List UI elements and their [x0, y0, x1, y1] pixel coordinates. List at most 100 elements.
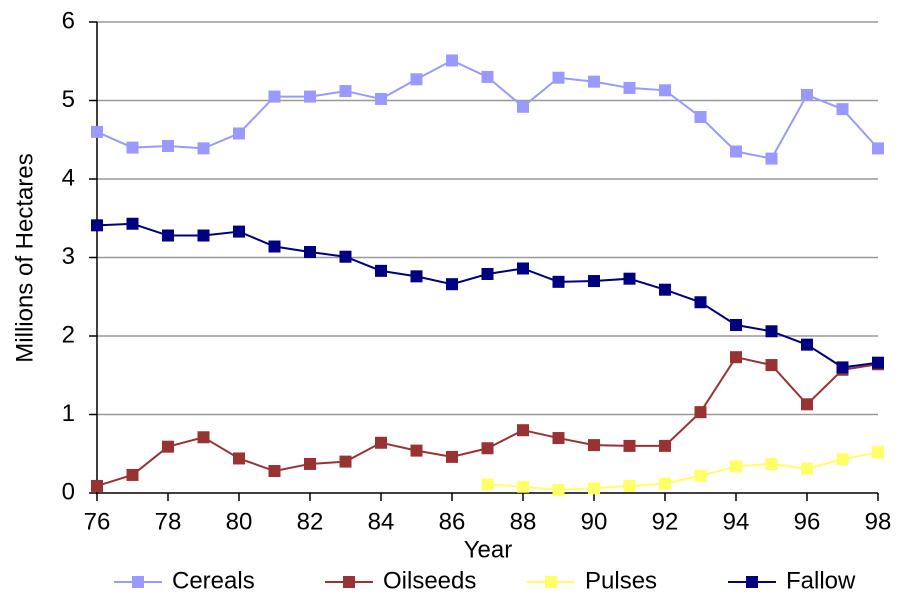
x-tick-label: 88: [510, 508, 537, 535]
data-point: [481, 478, 494, 491]
data-point: [801, 462, 813, 475]
data-point: [659, 477, 671, 490]
y-tick-label: 4: [62, 164, 75, 191]
legend-label: Oilseeds: [383, 567, 476, 594]
data-point: [197, 229, 210, 242]
data-point: [481, 442, 494, 455]
y-tick-label: 5: [62, 86, 75, 113]
data-point: [481, 70, 494, 83]
x-tick-label: 90: [581, 508, 608, 535]
data-point: [268, 240, 281, 253]
data-point: [872, 356, 884, 369]
data-point: [623, 272, 636, 285]
x-tick-label: 92: [652, 508, 679, 535]
legend-marker: [343, 576, 355, 588]
data-point: [517, 424, 529, 437]
y-tick-label: 2: [62, 321, 75, 348]
data-point: [765, 359, 778, 372]
data-point: [765, 457, 778, 470]
legend-marker: [132, 576, 144, 588]
data-point: [765, 325, 778, 338]
data-point: [836, 103, 849, 116]
data-point: [375, 436, 387, 449]
data-point: [836, 361, 849, 374]
data-point: [623, 479, 636, 492]
x-axis-title: Year: [464, 536, 513, 563]
data-point: [446, 450, 458, 463]
data-point: [339, 85, 352, 98]
y-tick-label: 0: [62, 478, 75, 505]
data-point: [410, 73, 423, 86]
data-point: [623, 81, 636, 94]
x-tick-label: 96: [794, 508, 821, 535]
x-tick-label: 84: [368, 508, 395, 535]
data-point: [410, 444, 423, 457]
data-point: [836, 453, 849, 466]
data-point: [552, 71, 565, 84]
data-point: [304, 246, 316, 259]
data-point: [659, 439, 671, 452]
data-point: [552, 483, 565, 496]
data-point: [233, 127, 245, 140]
data-point: [659, 283, 671, 296]
data-point: [162, 140, 174, 153]
legend-marker: [545, 576, 557, 588]
data-point: [339, 250, 352, 263]
data-point: [233, 225, 245, 238]
data-point: [552, 432, 565, 445]
x-tick-label: 76: [84, 508, 111, 535]
data-point: [91, 479, 103, 492]
legend-marker: [746, 576, 758, 588]
data-point: [588, 75, 600, 88]
data-point: [517, 262, 529, 275]
legend-label: Cereals: [172, 567, 255, 594]
x-tick-label: 82: [297, 508, 324, 535]
data-point: [588, 482, 600, 495]
data-point: [304, 90, 316, 103]
x-tick-label: 98: [865, 508, 892, 535]
series-line: [487, 451, 879, 491]
data-point: [197, 142, 210, 155]
legend-label: Fallow: [786, 567, 856, 594]
data-point: [268, 465, 281, 478]
data-point: [730, 145, 742, 158]
data-point: [375, 264, 387, 277]
data-point: [765, 152, 778, 165]
data-point: [162, 440, 174, 453]
series-line: [96, 222, 879, 369]
x-tick-label: 86: [439, 508, 466, 535]
data-point: [517, 100, 529, 113]
data-point: [126, 141, 139, 154]
data-point: [623, 439, 636, 452]
data-point: [730, 351, 742, 364]
data-point: [694, 406, 707, 419]
data-point: [91, 125, 103, 138]
data-point: [588, 275, 600, 288]
y-tick-label: 1: [62, 400, 75, 427]
data-point: [659, 84, 671, 97]
data-point: [872, 142, 884, 155]
data-point: [801, 338, 813, 351]
data-point: [233, 452, 245, 465]
x-tick-label: 94: [723, 508, 750, 535]
x-tick-label: 78: [155, 508, 182, 535]
data-point: [801, 398, 813, 411]
data-point: [552, 275, 565, 288]
series-line: [96, 356, 879, 487]
data-point: [446, 278, 458, 291]
data-point: [801, 89, 813, 102]
data-point: [872, 446, 884, 459]
data-point: [339, 455, 352, 468]
data-point: [481, 267, 494, 280]
data-point: [446, 54, 458, 67]
data-point: [730, 460, 742, 473]
data-point: [694, 110, 707, 123]
data-point: [694, 296, 707, 309]
data-point: [126, 468, 139, 481]
data-point: [375, 92, 387, 105]
x-tick-label: 80: [226, 508, 253, 535]
data-point: [91, 219, 103, 232]
data-point: [126, 217, 139, 230]
data-point: [517, 480, 529, 493]
